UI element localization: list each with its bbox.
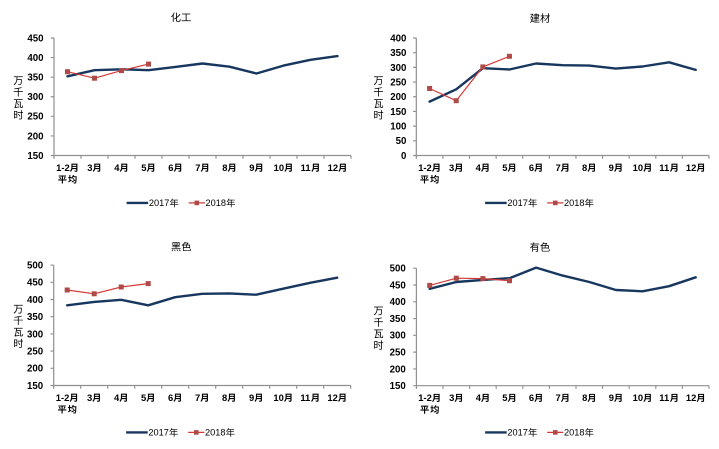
svg-text:350: 350: [390, 314, 406, 325]
svg-text:10: 10: [274, 162, 284, 173]
svg-text:12: 12: [686, 162, 696, 173]
svg-text:2018: 2018: [564, 428, 584, 438]
svg-text:500: 500: [27, 261, 43, 272]
svg-text:250: 250: [27, 347, 43, 358]
svg-text:150: 150: [27, 151, 43, 162]
svg-text:200: 200: [390, 92, 406, 103]
svg-text:7: 7: [555, 162, 560, 173]
svg-text:8: 8: [222, 162, 227, 173]
svg-text:6: 6: [168, 162, 173, 173]
svg-text:450: 450: [390, 280, 406, 291]
svg-text:4: 4: [114, 162, 120, 173]
svg-text:12: 12: [686, 392, 696, 403]
svg-text:400: 400: [390, 297, 406, 308]
svg-text:9: 9: [249, 162, 254, 173]
svg-text:300: 300: [27, 329, 43, 340]
svg-text:6: 6: [168, 392, 173, 403]
svg-text:12: 12: [327, 392, 337, 403]
svg-text:4: 4: [114, 392, 120, 403]
svg-text:3: 3: [449, 162, 454, 173]
svg-text:11: 11: [659, 162, 669, 173]
svg-text:350: 350: [27, 312, 43, 323]
svg-text:2017: 2017: [149, 198, 169, 208]
svg-text:10: 10: [273, 392, 283, 403]
svg-text:5: 5: [141, 392, 146, 403]
svg-text:0: 0: [401, 151, 406, 162]
svg-text:50: 50: [396, 136, 407, 147]
svg-text:11: 11: [301, 162, 311, 173]
svg-text:4: 4: [476, 392, 482, 403]
svg-text:9: 9: [609, 392, 614, 403]
svg-text:3: 3: [87, 162, 92, 173]
svg-text:350: 350: [390, 48, 406, 59]
svg-text:400: 400: [390, 33, 406, 44]
svg-text:7: 7: [195, 392, 200, 403]
svg-text:2017: 2017: [507, 198, 527, 208]
svg-text:250: 250: [390, 348, 406, 359]
svg-text:300: 300: [390, 331, 406, 342]
svg-text:9: 9: [609, 162, 614, 173]
svg-text:1-2: 1-2: [56, 392, 70, 403]
svg-text:200: 200: [27, 364, 43, 375]
svg-text:150: 150: [27, 381, 43, 392]
svg-text:5: 5: [502, 392, 507, 403]
svg-text:500: 500: [390, 264, 406, 275]
svg-text:300: 300: [27, 92, 43, 103]
svg-text:12: 12: [328, 162, 338, 173]
svg-text:8: 8: [222, 392, 227, 403]
svg-text:2017: 2017: [148, 428, 168, 438]
svg-text:5: 5: [502, 162, 507, 173]
svg-text:7: 7: [195, 162, 200, 173]
svg-text:2018: 2018: [564, 198, 584, 208]
svg-text:100: 100: [390, 122, 406, 133]
svg-text:450: 450: [27, 278, 43, 289]
svg-text:250: 250: [390, 77, 406, 88]
svg-text:350: 350: [27, 73, 43, 84]
svg-text:8: 8: [582, 162, 587, 173]
svg-text:3: 3: [87, 392, 92, 403]
svg-text:150: 150: [390, 381, 406, 392]
svg-text:10: 10: [633, 162, 643, 173]
svg-text:250: 250: [27, 112, 43, 123]
svg-text:8: 8: [582, 392, 587, 403]
svg-text:2017: 2017: [507, 428, 527, 438]
svg-text:11: 11: [300, 392, 310, 403]
svg-text:450: 450: [27, 33, 43, 44]
svg-text:1-2: 1-2: [418, 162, 432, 173]
svg-text:400: 400: [27, 295, 43, 306]
svg-text:200: 200: [390, 364, 406, 375]
svg-text:2018: 2018: [206, 198, 226, 208]
svg-text:3: 3: [449, 392, 454, 403]
svg-text:1-2: 1-2: [418, 392, 432, 403]
svg-text:6: 6: [529, 162, 534, 173]
svg-text:400: 400: [27, 53, 43, 64]
svg-text:6: 6: [529, 392, 534, 403]
svg-text:1-2: 1-2: [56, 162, 70, 173]
svg-text:300: 300: [390, 63, 406, 74]
svg-text:11: 11: [659, 392, 669, 403]
svg-text:7: 7: [555, 392, 560, 403]
svg-text:200: 200: [27, 131, 43, 142]
svg-text:4: 4: [476, 162, 482, 173]
svg-text:5: 5: [141, 162, 146, 173]
svg-text:150: 150: [390, 107, 406, 118]
svg-text:2018: 2018: [205, 428, 225, 438]
svg-text:10: 10: [633, 392, 643, 403]
svg-text:9: 9: [249, 392, 254, 403]
